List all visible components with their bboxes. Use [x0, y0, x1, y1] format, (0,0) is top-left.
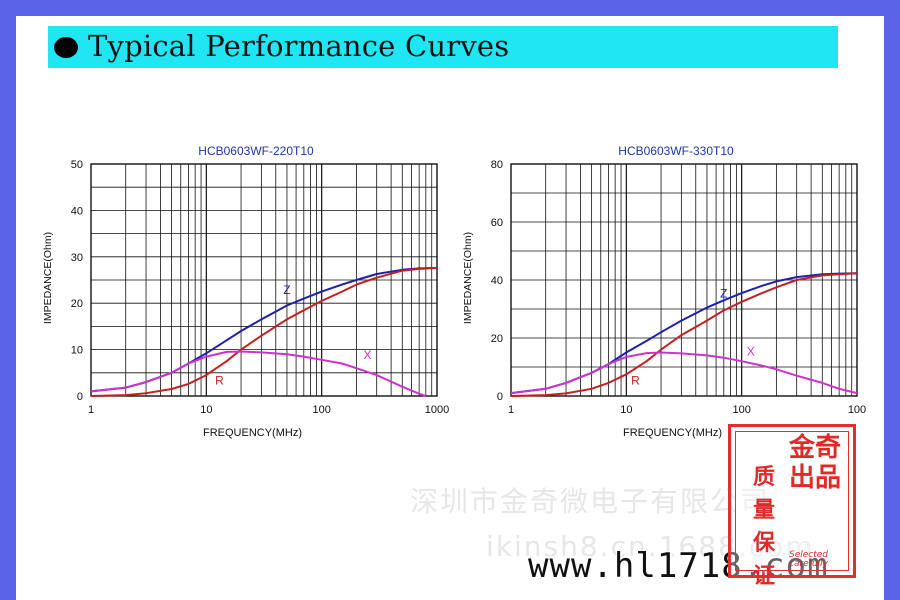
y-axis-label: IMPEDANCE(Ohm): [462, 232, 474, 324]
x-tick-label: 100: [848, 404, 866, 416]
watermark-company: 深圳市金奇微电子有限公司: [410, 485, 771, 518]
y-tick-label: 30: [71, 252, 83, 264]
x-tick-label: 1000: [425, 404, 449, 416]
x-tick-label: 100: [312, 404, 330, 416]
x-tick-label: 1: [508, 404, 514, 416]
series-line-x: [90, 350, 427, 397]
x-tick-label: 1: [88, 404, 94, 416]
watermark-site: ikinsh8.cn.1688.com: [486, 530, 815, 563]
chart-hcb0603wf-220t10: HCB0603WF-220T10 0 10 20 30 40 50 1 10 100 1000 FRE…: [42, 144, 449, 439]
plot-frame: [90, 163, 438, 397]
y-tick-label: 40: [491, 275, 503, 287]
y-tick-label: 0: [497, 391, 503, 403]
stamp-main-text: 金奇出品: [788, 433, 841, 493]
bullet-icon: [54, 37, 78, 58]
series-label-r: R: [215, 373, 224, 387]
series-label-x: X: [364, 348, 372, 362]
title-banner: Typical Performance Curves: [48, 26, 838, 68]
x-tick-label: 10: [620, 404, 632, 416]
y-tick-label: 0: [77, 391, 83, 403]
plot-frame: [510, 163, 858, 397]
stamp-note: Selected carefully: [789, 550, 829, 569]
series-line-r: [510, 272, 858, 397]
series-label-x: X: [747, 344, 755, 358]
stamp-side-text: 质量保证: [752, 465, 775, 589]
series-label-r: R: [631, 373, 640, 387]
grid: [511, 164, 857, 396]
x-tick-label: 100: [732, 404, 750, 416]
chart-title: HCB0603WF-330T10: [618, 144, 734, 158]
chart-hcb0603wf-330t10: HCB0603WF-330T10 0 20 40 60 80 1 10 100 100 FREQUE…: [462, 144, 866, 439]
watermark-site-2: www.hl1718.com: [528, 546, 829, 586]
y-tick-label: 80: [491, 159, 503, 171]
y-tick-label: 60: [491, 217, 503, 229]
y-axis-label: IMPEDANCE(Ohm): [42, 232, 54, 324]
grid: [91, 164, 437, 396]
series-label-z: Z: [720, 286, 727, 300]
stamp-border: [735, 431, 849, 571]
chart-title: HCB0603WF-220T10: [198, 144, 314, 158]
series-label-z: Z: [283, 283, 290, 297]
y-tick-label: 40: [71, 205, 83, 217]
quality-stamp: 金奇出品 质量保证 Selected carefully: [728, 424, 856, 589]
series-line-r: [90, 266, 438, 397]
x-tick-label: 10: [200, 404, 212, 416]
y-tick-label: 50: [71, 159, 83, 171]
x-axis-label: FREQUENCY(MHz): [203, 427, 302, 439]
series-line-x: [510, 351, 858, 395]
y-tick-label: 20: [491, 333, 503, 345]
x-axis-label: FREQUENCY(MHz): [623, 427, 722, 439]
y-tick-label: 10: [71, 345, 83, 357]
page-title: Typical Performance Curves: [88, 29, 510, 63]
y-tick-label: 20: [71, 298, 83, 310]
